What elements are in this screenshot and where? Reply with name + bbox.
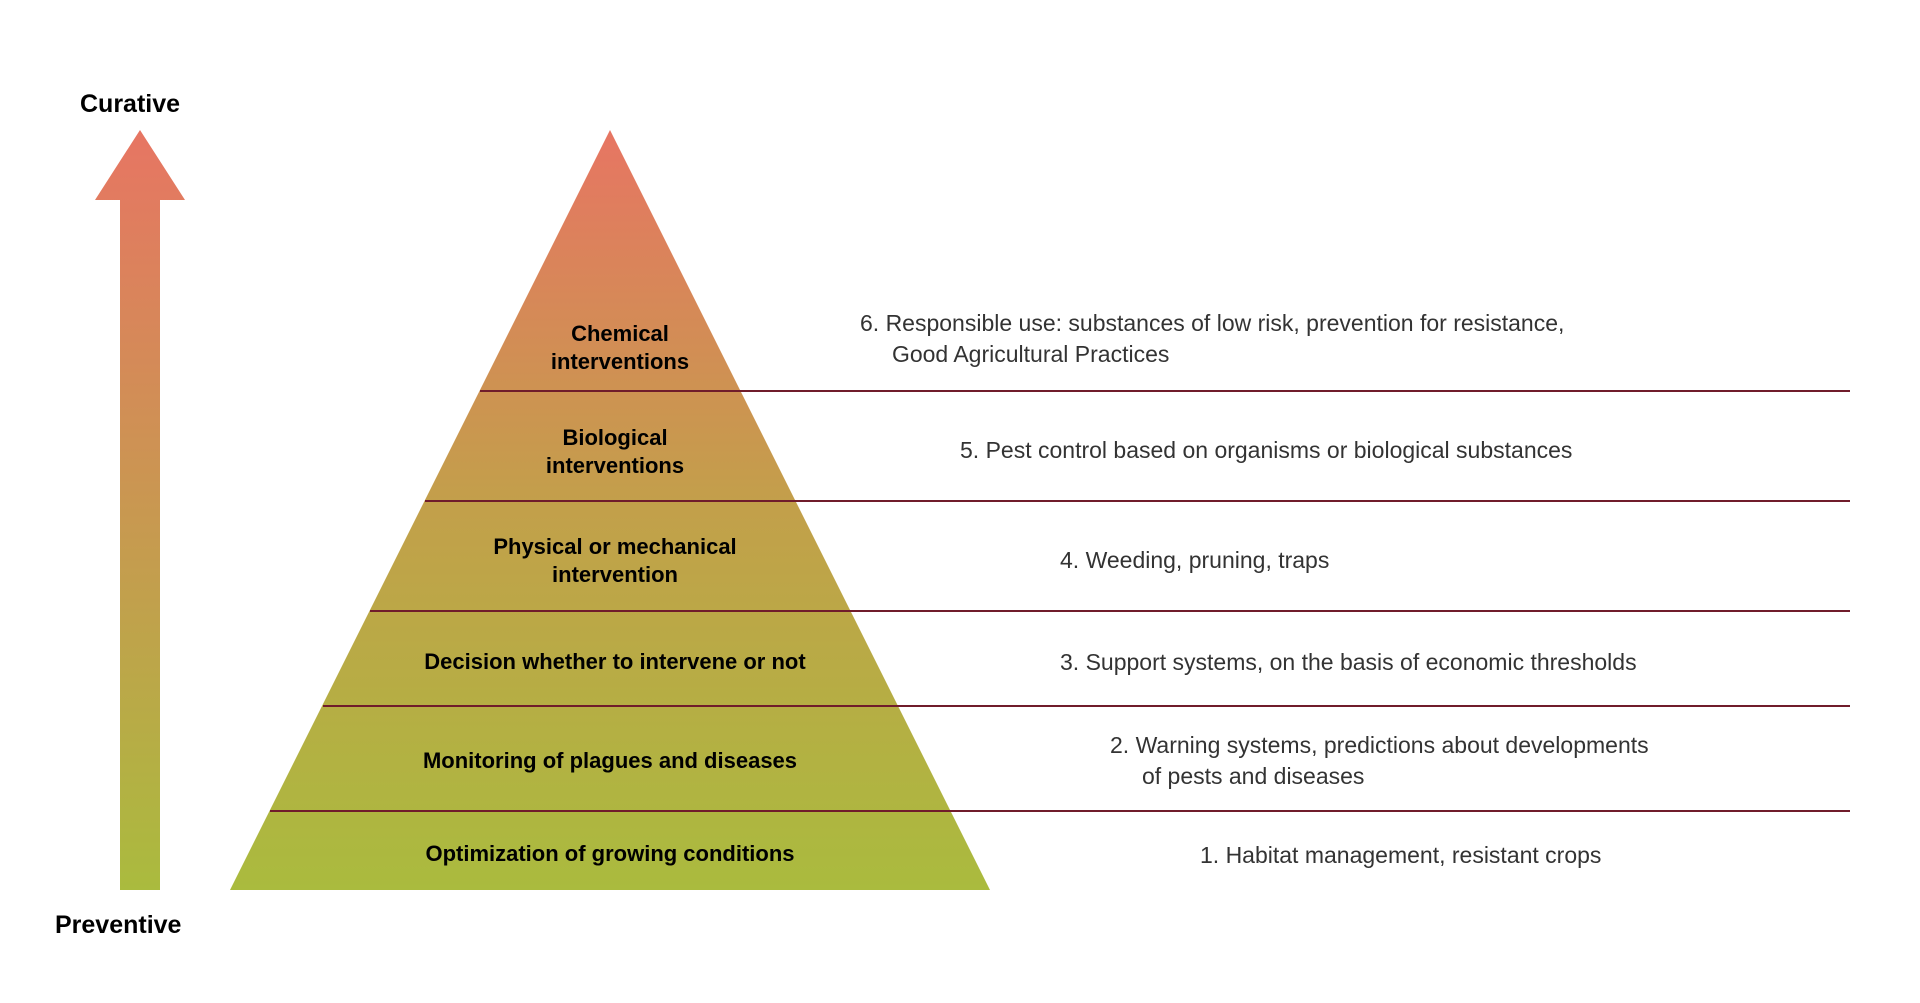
pyramid-level-label: Decision whether to intervene or not: [420, 648, 810, 676]
pyramid-divider: [480, 390, 1850, 392]
pyramid-triangle: [230, 130, 990, 890]
pyramid-level-description: 5. Pest control based on organisms or bi…: [960, 435, 1572, 466]
diagram-container: Curative Preventive Chemical interventio…: [0, 0, 1920, 1003]
arrow-bottom-label: Preventive: [55, 911, 181, 940]
gradient-arrow: [90, 130, 190, 890]
pyramid-level-label: Biological interventions: [530, 424, 700, 479]
arrow-top-label: Curative: [80, 90, 180, 119]
pyramid-section: Chemical interventions6. Responsible use…: [230, 130, 990, 890]
pyramid-level-description: 6. Responsible use: substances of low ri…: [860, 308, 1564, 370]
pyramid-level-description: 3. Support systems, on the basis of econ…: [1060, 647, 1637, 678]
pyramid-level-description: 4. Weeding, pruning, traps: [1060, 545, 1329, 576]
pyramid-level-description: 1. Habitat management, resistant crops: [1200, 840, 1601, 871]
pyramid-level-label: Chemical interventions: [540, 320, 700, 375]
pyramid-divider: [370, 610, 1850, 612]
pyramid-level-label: Physical or mechanical intervention: [470, 533, 760, 588]
arrow-section: Curative Preventive: [90, 130, 190, 890]
pyramid-level-description: 2. Warning systems, predictions about de…: [1110, 730, 1649, 792]
pyramid-divider: [425, 500, 1850, 502]
pyramid-divider: [323, 705, 1851, 707]
pyramid-divider: [270, 810, 1850, 812]
pyramid-level-label: Monitoring of plagues and diseases: [410, 747, 810, 775]
pyramid-level-label: Optimization of growing conditions: [395, 840, 825, 868]
